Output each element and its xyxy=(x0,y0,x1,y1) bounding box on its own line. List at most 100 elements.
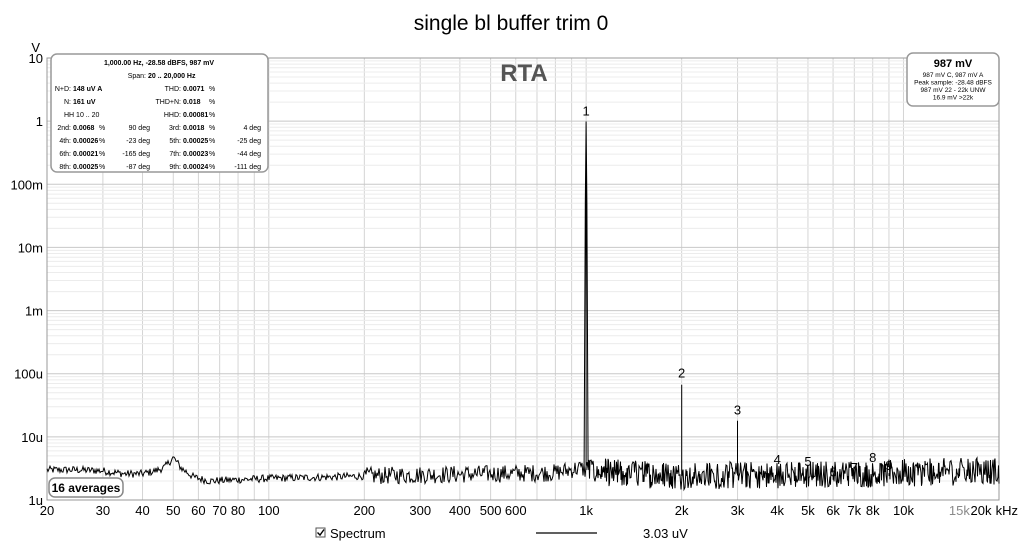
x-tick-label: 50 xyxy=(166,503,180,518)
x-tick-label: 15k xyxy=(949,503,970,518)
plot-frame xyxy=(46,57,1000,501)
harmonic-percent: 0.00025 xyxy=(73,164,98,171)
info-value: 161 uV xyxy=(73,99,96,106)
harmonic-unit: % xyxy=(99,138,105,145)
x-tick-label: 60 xyxy=(191,503,205,518)
level-main-value: 987 mV xyxy=(934,58,973,70)
harmonic-phase: -165 deg xyxy=(122,151,150,158)
chart-title: single bl buffer trim 0 xyxy=(414,12,609,35)
y-tick-label: 100u xyxy=(14,367,43,382)
info-label: HHD: xyxy=(164,112,181,119)
harmonic-label: 3 xyxy=(734,403,741,418)
level-box-frame xyxy=(906,52,1000,107)
level-detail: 987 mV 22 - 22k UNW xyxy=(920,87,986,94)
averages-box-frame xyxy=(48,477,124,498)
x-tick-label: 5k xyxy=(801,503,815,518)
info-span-label: Span: xyxy=(128,73,146,80)
harmonic-percent: 0.00023 xyxy=(183,151,208,158)
harmonic-percent: 0.00026 xyxy=(73,138,98,145)
y-tick-labels: 10 1 100m 10m 1m 100u 10u 1u xyxy=(10,51,43,508)
legend-series-name: Spectrum xyxy=(330,526,386,541)
info-box-frame xyxy=(50,53,269,173)
x-tick-label: 70 xyxy=(212,503,226,518)
info-value: 0.018 xyxy=(183,99,201,106)
x-tick-label: 7k xyxy=(847,503,861,518)
harmonic-phase: -25 deg xyxy=(237,138,261,145)
x-tick-label: 400 xyxy=(449,503,471,518)
info-header: 1,000.00 Hz, -28.58 dBFS, 987 mV xyxy=(104,60,214,67)
distortion-info-box[interactable]: 1,000.00 Hz, -28.58 dBFS, 987 mV Span: 2… xyxy=(50,53,269,173)
info-label: N+D: xyxy=(55,86,71,93)
info-label: THD: xyxy=(165,86,181,93)
harmonic-label: 5 xyxy=(804,454,811,469)
x-tick-label: 20 xyxy=(40,503,54,518)
x-tick-label: 80 xyxy=(231,503,245,518)
harmonic-phase: 90 deg xyxy=(129,125,151,132)
x-tick-label: 1k xyxy=(579,503,593,518)
info-rows: N+D: 148 uV A THD: 0.0071 %N: 161 uV THD+N: 0.0… xyxy=(55,86,261,171)
harmonic-unit: % xyxy=(209,125,215,132)
info-value: 0.00081 xyxy=(183,112,208,119)
legend-value: 3.03 uV xyxy=(643,526,688,541)
x-tick-label: 300 xyxy=(409,503,431,518)
harmonic-unit: % xyxy=(209,164,215,171)
x-tick-label: 6k xyxy=(826,503,840,518)
harmonic-unit: % xyxy=(209,138,215,145)
harmonic-phase: -111 deg xyxy=(234,164,261,171)
info-label: N: xyxy=(64,99,71,106)
averages-label: 16 averages xyxy=(52,481,121,495)
y-tick-label: 10u xyxy=(21,430,43,445)
x-tick-label: 40 xyxy=(135,503,149,518)
y-tick-label: 1u xyxy=(29,493,43,508)
harmonic-label: 7 xyxy=(851,460,858,475)
y-tick-label: 1 xyxy=(36,114,43,129)
harmonic-percent: 0.00024 xyxy=(183,164,208,171)
harmonic-order: 4th: xyxy=(59,138,71,145)
x-tick-label: 500 xyxy=(480,503,502,518)
harmonic-order: 2nd: xyxy=(57,125,71,132)
harmonic-order: 9th: xyxy=(169,164,181,171)
harmonic-unit: % xyxy=(209,151,215,158)
harmonic-order: 8th: xyxy=(59,164,71,171)
x-tick-label: 30 xyxy=(96,503,110,518)
harmonic-percent: 0.0018 xyxy=(183,125,205,132)
x-tick-label: 4k xyxy=(770,503,784,518)
spectrum-checkbox[interactable] xyxy=(315,527,326,538)
x-tick-label: 3k xyxy=(731,503,745,518)
harmonic-unit: % xyxy=(99,151,105,158)
harmonic-order: 6th: xyxy=(59,151,71,158)
y-axis-unit: V xyxy=(31,40,40,55)
y-tick-label: 100m xyxy=(10,177,43,192)
harmonic-phase: 4 deg xyxy=(243,125,261,132)
info-value: 148 uV A xyxy=(73,86,102,93)
level-detail: 987 mV C, 987 mV A xyxy=(923,72,984,79)
y-tick-label: 10 xyxy=(29,51,43,66)
harmonic-label: 2 xyxy=(678,366,685,381)
harmonic-label: 4 xyxy=(774,452,781,467)
x-tick-label: 20k xyxy=(971,503,992,518)
info-span-value: 20 .. 20,000 Hz xyxy=(148,73,196,80)
harmonic-order: 7th: xyxy=(169,151,181,158)
x-tick-label: 100 xyxy=(258,503,280,518)
x-axis-unit: kHz xyxy=(996,503,1018,518)
harmonic-order: 3rd: xyxy=(169,125,181,132)
harmonic-percent: 0.00025 xyxy=(183,138,208,145)
spectrum-series-line xyxy=(46,121,1000,492)
check-mark-icon xyxy=(317,529,325,537)
harmonic-labels: 1 2 3 4 5 6 789 xyxy=(583,104,893,480)
checkbox-box xyxy=(315,527,326,538)
info-label: HH 10 .. 20 xyxy=(64,112,100,119)
info-value: 0.0071 xyxy=(183,86,205,93)
info-unit: % xyxy=(209,99,215,106)
y-tick-label: 1m xyxy=(25,304,43,319)
x-tick-label: 600 xyxy=(505,503,527,518)
averages-box[interactable]: 16 averages xyxy=(48,477,124,498)
x-tick-label: 8k xyxy=(866,503,880,518)
info-label: THD+N: xyxy=(156,99,182,106)
harmonic-phase: -23 deg xyxy=(126,138,150,145)
harmonic-label: 8 xyxy=(869,450,876,465)
harmonic-order: 5th: xyxy=(169,138,181,145)
rta-annotation: RTA xyxy=(500,60,548,87)
